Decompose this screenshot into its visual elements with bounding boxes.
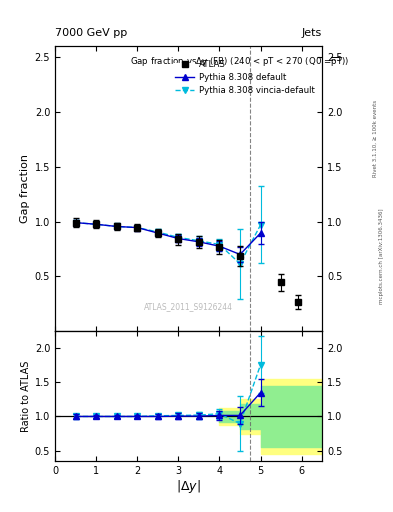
Text: Gap fraction vs$\Delta$y (FB) (240 < pT < 270 (Q0 =$\overline{\rm p}$T)): Gap fraction vs$\Delta$y (FB) (240 < pT … bbox=[130, 55, 349, 69]
Text: ATLAS_2011_S9126244: ATLAS_2011_S9126244 bbox=[144, 302, 233, 311]
Legend: ATLAS, Pythia 8.308 default, Pythia 8.308 vincia-default: ATLAS, Pythia 8.308 default, Pythia 8.30… bbox=[172, 56, 318, 99]
Text: Rivet 3.1.10, ≥ 100k events: Rivet 3.1.10, ≥ 100k events bbox=[373, 100, 378, 177]
Text: mcplots.cern.ch [arXiv:1306.3436]: mcplots.cern.ch [arXiv:1306.3436] bbox=[379, 208, 384, 304]
Text: 7000 GeV pp: 7000 GeV pp bbox=[55, 28, 127, 38]
Y-axis label: Gap fraction: Gap fraction bbox=[20, 154, 31, 223]
X-axis label: $|\Delta y|$: $|\Delta y|$ bbox=[176, 478, 201, 496]
Y-axis label: Ratio to ATLAS: Ratio to ATLAS bbox=[20, 360, 31, 432]
Text: Jets: Jets bbox=[302, 28, 322, 38]
